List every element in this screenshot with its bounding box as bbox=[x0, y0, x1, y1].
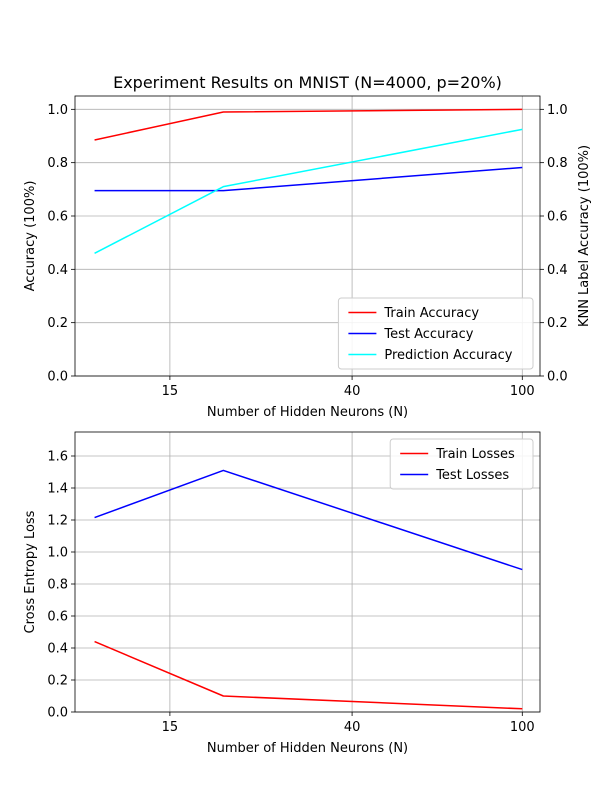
x-tick-label: 40 bbox=[344, 384, 361, 399]
y-tick-label: 0.2 bbox=[47, 674, 68, 689]
x-tick-label: 100 bbox=[510, 720, 535, 735]
legend-label: Train Losses bbox=[435, 447, 515, 462]
y-right-tick-label: 0.0 bbox=[547, 370, 568, 385]
plot-frame bbox=[74, 431, 541, 713]
legend: Train Losses Test Losses bbox=[389, 438, 534, 490]
accuracy-subplot: 15 40 100 0.0 0.2 0.4 0.6 0.8 1.0 0.0 0.2 0.4 0.6 0.8… bbox=[23, 95, 592, 420]
y-tick-label: 0.6 bbox=[47, 210, 68, 225]
legend-label: Prediction Accuracy bbox=[384, 348, 512, 363]
y-tick-label: 1.4 bbox=[47, 482, 68, 497]
y-tick-label: 1.0 bbox=[47, 546, 68, 561]
x-axis-label: Number of Hidden Neurons (N) bbox=[207, 741, 408, 756]
legend-label: Train Accuracy bbox=[383, 306, 479, 321]
legend: Train Accuracy Test Accuracy Prediction Ac… bbox=[337, 297, 534, 370]
y-tick-label: 0.2 bbox=[47, 316, 68, 331]
x-axis-label: Number of Hidden Neurons (N) bbox=[207, 405, 408, 420]
legend-label: Test Losses bbox=[435, 468, 509, 483]
y-tick-label: 0.4 bbox=[47, 642, 68, 657]
y-right-tick-label: 0.4 bbox=[547, 263, 568, 278]
series-line-test-losses bbox=[94, 469, 523, 571]
y-tick-label: 1.2 bbox=[47, 514, 68, 529]
y-axis-label: Cross Entropy Loss bbox=[23, 510, 38, 633]
x-tick-label: 15 bbox=[162, 384, 179, 399]
figure-title: Experiment Results on MNIST (N=4000, p=2… bbox=[113, 73, 502, 92]
y-right-tick-label: 0.8 bbox=[547, 156, 568, 171]
y-tick-label: 0.4 bbox=[47, 263, 68, 278]
series-line-test-accuracy bbox=[94, 166, 523, 192]
y-tick-label: 0.6 bbox=[47, 610, 68, 625]
series-line-train-losses bbox=[94, 640, 523, 710]
legend-box bbox=[389, 438, 534, 490]
y-tick-label: 1.6 bbox=[47, 450, 68, 465]
series-line-prediction-accuracy bbox=[94, 128, 523, 254]
legend-label: Test Accuracy bbox=[383, 327, 473, 342]
y-tick-label: 0.0 bbox=[47, 370, 68, 385]
y-right-tick-label: 1.0 bbox=[547, 103, 568, 118]
x-tick-label: 40 bbox=[344, 720, 361, 735]
y-axis-right-label: KNN Label Accuracy (100%) bbox=[577, 145, 592, 327]
y-axis-label: Accuracy (100%) bbox=[23, 181, 38, 292]
y-tick-label: 0.8 bbox=[47, 156, 68, 171]
y-right-tick-label: 0.6 bbox=[547, 210, 568, 225]
x-tick-label: 15 bbox=[162, 720, 179, 735]
y-right-tick-label: 0.2 bbox=[547, 316, 568, 331]
y-tick-label: 0.0 bbox=[47, 706, 68, 721]
series-line-train-accuracy bbox=[94, 108, 523, 141]
plot-frame bbox=[74, 95, 541, 377]
y-tick-label: 1.0 bbox=[47, 103, 68, 118]
y-tick-label: 0.8 bbox=[47, 578, 68, 593]
loss-subplot: 15 40 100 0.0 0.2 0.4 0.6 0.8 1.0 1.2 1.4 1.6 Number… bbox=[23, 431, 541, 756]
legend-box bbox=[337, 297, 534, 370]
x-tick-label: 100 bbox=[510, 384, 535, 399]
